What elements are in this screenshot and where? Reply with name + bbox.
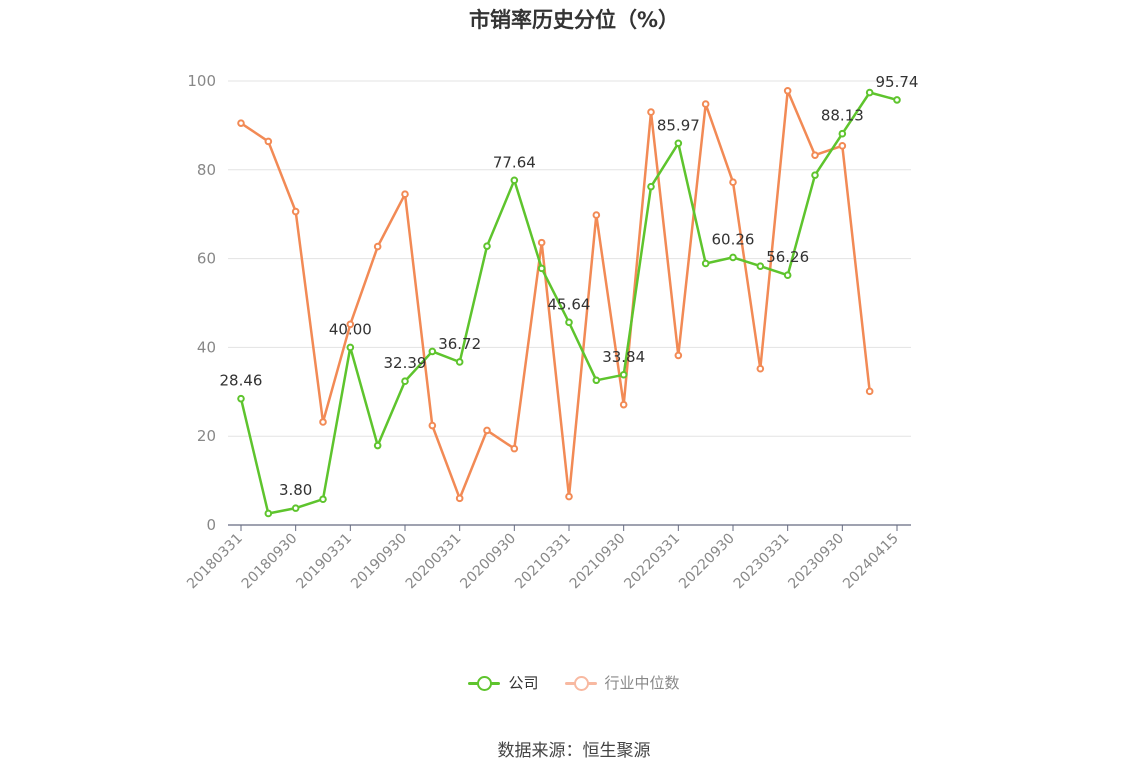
- x-tick-label: 20200930: [457, 531, 519, 593]
- company-point: [237, 394, 245, 403]
- x-tick-label: 20220930: [676, 531, 738, 593]
- industry-point: [565, 492, 573, 501]
- y-tick-label: 80: [197, 161, 216, 179]
- data-label: 60.26: [712, 230, 755, 248]
- data-labels: 28.46 3.80 40.00 32.39 36.72 77.64 45.64 33.84 8…: [220, 73, 919, 499]
- data-label: 3.80: [279, 481, 312, 499]
- industry-point: [455, 494, 464, 503]
- legend-company-label: 公司: [508, 674, 539, 692]
- industry-point: [865, 387, 874, 396]
- company-point: [838, 129, 847, 138]
- x-axis: 2018033120180930201903312019093020200331…: [184, 524, 911, 593]
- industry-point: [592, 211, 601, 219]
- data-label: 28.46: [220, 372, 263, 390]
- data-source: 数据来源：恒生聚源: [497, 741, 651, 761]
- x-tick-label: 20180331: [184, 531, 246, 593]
- industry-point: [811, 151, 819, 159]
- y-tick-label: 60: [197, 250, 216, 268]
- company-point: [619, 370, 628, 379]
- legend-item-company[interactable]: 公司: [468, 672, 539, 693]
- industry-point: [619, 400, 628, 409]
- industry-point: [483, 426, 491, 435]
- industry-point: [701, 100, 710, 108]
- company-point: [537, 264, 546, 273]
- company-point: [428, 347, 437, 356]
- company-point: [510, 176, 519, 185]
- industry-point: [428, 421, 437, 430]
- company-point: [592, 376, 601, 385]
- industry-point: [647, 108, 655, 116]
- data-label: 32.39: [384, 354, 427, 372]
- company-point: [865, 88, 874, 97]
- series-lines: [237, 86, 901, 518]
- x-tick-label: 20180930: [239, 531, 301, 593]
- industry-point: [783, 86, 792, 95]
- company-point: [346, 343, 355, 352]
- company-point: [674, 139, 683, 148]
- industry-point: [838, 142, 847, 150]
- industry-point: [319, 418, 327, 426]
- y-axis-ticks: 0 20 40 60 80 100: [187, 72, 216, 534]
- data-label: 77.64: [493, 153, 536, 171]
- industry-point: [756, 364, 765, 373]
- data-label: 88.13: [821, 107, 864, 125]
- industry-point: [346, 320, 355, 329]
- company-point: [373, 441, 382, 450]
- company-point: [319, 495, 327, 504]
- data-label: 33.84: [602, 348, 645, 366]
- data-label: 36.72: [438, 335, 481, 353]
- company-point: [811, 171, 819, 179]
- x-tick-label: 20220331: [621, 531, 683, 593]
- industry-point: [401, 190, 409, 199]
- legend-industry-label: 行业中位数: [604, 674, 680, 692]
- industry-point: [510, 444, 519, 453]
- company-point: [729, 253, 737, 262]
- industry-point: [729, 178, 737, 187]
- company-point: [483, 242, 491, 250]
- company-point: [291, 504, 300, 512]
- company-point: [647, 182, 655, 191]
- x-tick-label: 20190930: [348, 531, 410, 593]
- industry-point: [674, 351, 683, 360]
- industry-point: [291, 207, 300, 216]
- grid-lines: [228, 80, 911, 437]
- x-tick-label: 20200331: [403, 531, 465, 593]
- x-tick-label: 20190331: [293, 531, 355, 593]
- company-point: [701, 259, 710, 268]
- chart-title: 市销率历史分位（%）: [468, 8, 680, 32]
- data-label: 85.97: [657, 116, 700, 134]
- legend-company-marker-icon: [468, 675, 501, 691]
- chart-plot: 0 20 40 60 80 100 201803312018093020190331201…: [184, 72, 919, 593]
- industry-point: [237, 119, 245, 127]
- x-tick-label: 20210930: [567, 531, 629, 593]
- x-tick-label: 20210331: [512, 531, 574, 593]
- company-point: [756, 262, 765, 270]
- x-tick-label: 20240415: [840, 531, 902, 593]
- company-point: [893, 96, 901, 104]
- y-tick-label: 0: [206, 516, 216, 534]
- company-point: [565, 318, 573, 327]
- industry-point: [373, 242, 382, 251]
- company-point: [455, 358, 464, 366]
- y-tick-label: 40: [197, 338, 216, 356]
- company-point: [401, 377, 409, 385]
- y-tick-label: 20: [197, 427, 216, 445]
- x-tick-label: 20230331: [731, 531, 793, 593]
- company-point: [264, 509, 273, 518]
- data-label: 56.26: [766, 248, 809, 266]
- industry-point: [537, 238, 546, 247]
- data-label: 45.64: [548, 295, 591, 313]
- data-label: 95.74: [876, 73, 919, 91]
- industry-point: [264, 137, 273, 146]
- data-label: 40.00: [329, 320, 372, 338]
- company-point: [783, 271, 792, 280]
- legend: 公司 行业中位数: [0, 672, 1148, 693]
- x-tick-label: 20230930: [785, 531, 847, 593]
- legend-industry-marker-icon: [564, 675, 597, 691]
- y-tick-label: 100: [187, 72, 216, 90]
- industry-line: [240, 89, 871, 500]
- legend-item-industry[interactable]: 行业中位数: [564, 672, 680, 693]
